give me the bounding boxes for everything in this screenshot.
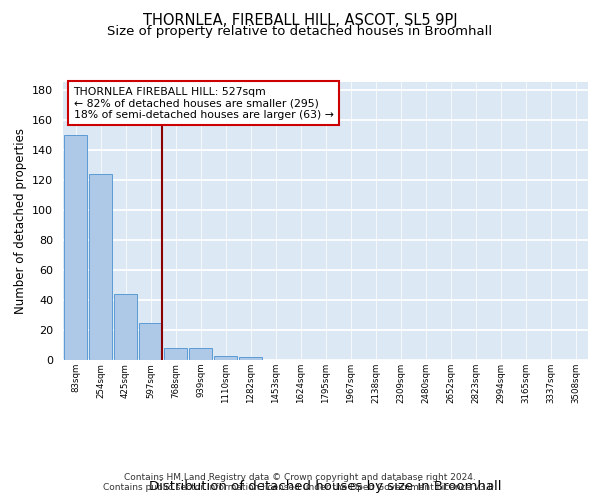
Bar <box>188 348 212 360</box>
Text: THORNLEA, FIREBALL HILL, ASCOT, SL5 9PJ: THORNLEA, FIREBALL HILL, ASCOT, SL5 9PJ <box>143 12 457 28</box>
Bar <box>139 322 163 360</box>
X-axis label: Distribution of detached houses by size in Broomhall: Distribution of detached houses by size … <box>149 480 502 492</box>
Text: Size of property relative to detached houses in Broomhall: Size of property relative to detached ho… <box>107 25 493 38</box>
Bar <box>64 135 88 360</box>
Bar <box>164 348 187 360</box>
Bar <box>113 294 137 360</box>
Bar <box>214 356 238 360</box>
Bar <box>239 357 262 360</box>
Text: Contains HM Land Registry data © Crown copyright and database right 2024.
Contai: Contains HM Land Registry data © Crown c… <box>103 472 497 492</box>
Bar <box>89 174 112 360</box>
Text: THORNLEA FIREBALL HILL: 527sqm
← 82% of detached houses are smaller (295)
18% of: THORNLEA FIREBALL HILL: 527sqm ← 82% of … <box>74 86 334 120</box>
Y-axis label: Number of detached properties: Number of detached properties <box>14 128 26 314</box>
